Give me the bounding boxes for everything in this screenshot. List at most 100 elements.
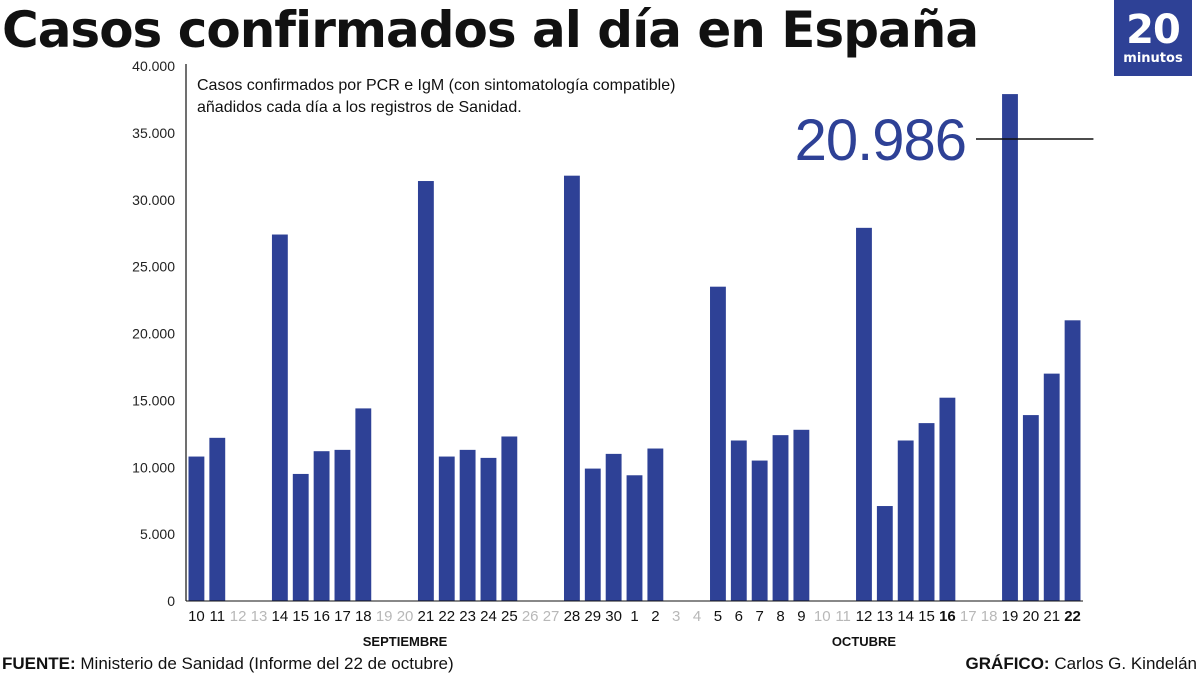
bar — [710, 286, 726, 601]
month-label: SEPTIEMBRE — [363, 634, 448, 649]
x-tick-label: 30 — [605, 608, 622, 625]
bar — [209, 437, 226, 601]
bar — [334, 449, 351, 601]
x-tick-label: 3 — [672, 608, 680, 625]
y-tick-label: 30.000 — [132, 192, 175, 208]
x-tick-label: 16 — [939, 608, 956, 625]
x-tick-label: 29 — [584, 608, 601, 625]
y-tick-label: 35.000 — [132, 125, 175, 141]
bar — [501, 436, 518, 601]
x-tick-label: 6 — [735, 608, 743, 625]
x-tick-label: 14 — [897, 608, 914, 625]
y-tick-label: 25.000 — [132, 259, 175, 275]
bar-chart: 0 5.000 10.000 15.000 20.000 25.000 30.000 35.0… — [132, 58, 1094, 649]
brand-logo: 20 minutos — [1114, 0, 1192, 76]
chart-note-line-2: añadidos cada día a los registros de San… — [197, 99, 522, 116]
bar — [730, 440, 747, 601]
logo-number: 20 — [1126, 7, 1181, 53]
logo-word: minutos — [1123, 51, 1183, 66]
bar — [939, 397, 956, 601]
source-label: FUENTE: — [2, 654, 76, 673]
bar — [584, 468, 601, 601]
month-label: OCTUBRE — [832, 634, 897, 649]
bar — [313, 451, 330, 601]
x-tick-label: 4 — [693, 608, 701, 625]
y-tick-label: 20.000 — [132, 326, 175, 342]
x-axis: 10 11 12 13 14 15 16 17 18 19 20 21 22 23 24 25 26 27 28 29… — [186, 600, 1083, 649]
bar — [876, 506, 893, 601]
chart-note-line-1: Casos confirmados por PCR e IgM (con sin… — [197, 77, 675, 94]
bar — [271, 234, 288, 601]
x-tick-label: 22 — [1064, 608, 1081, 625]
y-tick-label: 40.000 — [132, 58, 175, 74]
x-tick-label: 14 — [272, 608, 289, 625]
bar — [355, 408, 372, 601]
y-tick-label: 0 — [167, 593, 175, 609]
x-tick-label: 15 — [292, 608, 309, 625]
x-tick-label: 10 — [814, 608, 831, 625]
x-tick-label: 12 — [856, 608, 873, 625]
footer-source: FUENTE: Ministerio de Sanidad (Informe d… — [2, 654, 454, 674]
source-text: Ministerio de Sanidad (Informe del 22 de… — [75, 654, 454, 673]
x-tick-label: 28 — [564, 608, 581, 625]
x-tick-label: 5 — [714, 608, 722, 625]
x-tick-label: 25 — [501, 608, 518, 625]
y-tick-label: 5.000 — [140, 526, 175, 542]
x-tick-label: 16 — [313, 608, 330, 625]
x-tick-label: 9 — [797, 608, 805, 625]
bar — [417, 181, 434, 601]
bar — [1043, 373, 1060, 601]
x-tick-label: 13 — [251, 608, 268, 625]
x-tick-label: 21 — [418, 608, 435, 625]
bar — [292, 473, 309, 601]
x-tick-label: 20 — [1023, 608, 1040, 625]
x-tick-label: 22 — [438, 608, 455, 625]
bar — [856, 227, 872, 601]
x-tick-label: 12 — [230, 608, 247, 625]
x-tick-label: 24 — [480, 608, 497, 625]
bar — [1022, 415, 1039, 601]
y-tick-label: 10.000 — [132, 459, 175, 475]
bar — [605, 453, 622, 601]
bar — [647, 448, 664, 601]
x-tick-label: 23 — [459, 608, 476, 625]
x-tick-label: 17 — [960, 608, 977, 625]
footer-credit: GRÁFICO: Carlos G. Kindelán — [966, 654, 1197, 674]
x-tick-label: 26 — [522, 608, 539, 625]
x-tick-label: 17 — [334, 608, 351, 625]
x-tick-label: 18 — [981, 608, 998, 625]
x-tick-label: 15 — [918, 608, 935, 625]
bar — [563, 175, 580, 602]
bar — [480, 457, 497, 601]
x-tick-label: 7 — [755, 608, 763, 625]
chart-title: Casos confirmados al día en España — [2, 1, 979, 59]
bar — [1002, 94, 1018, 602]
x-tick-label: 27 — [543, 608, 560, 625]
bar — [1064, 320, 1081, 601]
bar — [188, 456, 205, 601]
bar — [918, 423, 935, 601]
x-tick-label: 18 — [355, 608, 372, 625]
x-tick-label: 19 — [1002, 608, 1019, 625]
x-tick-label: 13 — [876, 608, 893, 625]
bar — [772, 435, 789, 601]
x-tick-label: 1 — [630, 608, 638, 625]
bar-series — [188, 94, 1081, 602]
bar — [897, 440, 914, 601]
x-tick-label: 21 — [1043, 608, 1060, 625]
bar — [751, 460, 768, 601]
x-tick-label: 19 — [376, 608, 393, 625]
y-axis: 0 5.000 10.000 15.000 20.000 25.000 30.000 35.0… — [132, 58, 187, 609]
credit-label: GRÁFICO: — [965, 654, 1050, 673]
x-tick-label: 20 — [397, 608, 414, 625]
callout-value: 20.986 — [795, 108, 966, 173]
bar — [793, 429, 810, 601]
x-tick-label: 8 — [776, 608, 784, 625]
x-tick-label: 11 — [210, 608, 226, 625]
bar — [459, 449, 476, 601]
y-tick-label: 15.000 — [132, 392, 175, 408]
credit-text: Carlos G. Kindelán — [1049, 654, 1197, 673]
x-tick-label: 10 — [188, 608, 205, 625]
x-tick-label: 2 — [651, 608, 659, 625]
bar — [438, 456, 455, 601]
